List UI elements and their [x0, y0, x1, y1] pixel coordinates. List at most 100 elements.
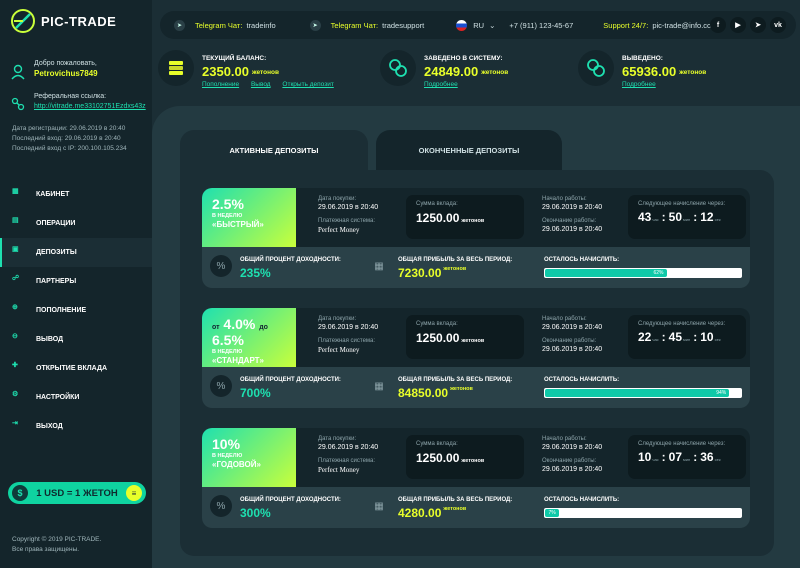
- logo-icon: [11, 9, 35, 33]
- telegram-chat-2[interactable]: ➤ Telegram Чат: tradesupport: [309, 19, 425, 31]
- telegram-social-icon[interactable]: ➤: [750, 17, 766, 33]
- support[interactable]: Support 24/7: pic-trade@info.com: [603, 21, 717, 30]
- withdraw-link[interactable]: Вывод: [250, 81, 271, 88]
- ref-link[interactable]: http://vitrade.me33102751Ezdxs43z: [34, 103, 146, 110]
- coins-stack-icon: ▦: [374, 260, 384, 272]
- plan-period: В НЕДЕЛЮ: [212, 213, 243, 219]
- refill-link[interactable]: Пополнение: [202, 81, 240, 88]
- plan-period: В НЕДЕЛЮ: [212, 349, 243, 355]
- deposited-value: 24849.00 жетонов: [424, 64, 509, 79]
- total-profit-label: ОБЩАЯ ПРИБЫЛЬ ЗА ВЕСЬ ПЕРИОД:: [398, 377, 513, 383]
- welcome-label: Добро пожаловать,: [34, 60, 97, 67]
- end-date: Окончание работы: 29.06.2019 в 20:40: [542, 458, 603, 473]
- facebook-icon[interactable]: f: [710, 17, 726, 33]
- plan-badge: от 4.0% до 6.5% В НЕДЕЛЮ «СТАНДАРТ»: [202, 308, 296, 367]
- youtube-icon[interactable]: ▶: [730, 17, 746, 33]
- sidebar-item-9[interactable]: ⇥ ВЫХОД: [0, 412, 152, 441]
- language-value: RU: [473, 20, 485, 30]
- deposit-sum: Сумма вклада: 1250.00 жетонов: [406, 195, 524, 239]
- sidebar-item-label: ПАРТНЕРЫ: [36, 278, 77, 285]
- telegram-value: tradesupport: [382, 20, 425, 30]
- remaining-label: ОСТАЛОСЬ НАЧИСЛИТЬ:: [544, 377, 620, 383]
- plan-name: «ГОДОВОЙ»: [212, 460, 261, 469]
- purchase-date: Дата покупки: 29.06.2019 в 20:40: [318, 436, 379, 451]
- deposit-sum: Сумма вклада: 1250.00 жетонов: [406, 315, 524, 359]
- deposits-panel: 2.5% В НЕДЕЛЮ «БЫСТРЫЙ» Дата покупки: 29.06.…: [180, 170, 774, 556]
- user-icon: [11, 64, 25, 80]
- remaining-label: ОСТАЛОСЬ НАЧИСЛИТЬ:: [544, 257, 620, 263]
- reg-date: Дата регистрации: 29.06.2019 в 20:40: [12, 125, 126, 132]
- withdraw-icon: ⊖: [12, 333, 18, 340]
- next-accrual: Следующее начисление через: 10 час:07 мин:3…: [628, 435, 746, 479]
- deposit-in-icon: [380, 50, 416, 86]
- sidebar-item-5[interactable]: ⊕ ПОПОЛНЕНИЕ: [0, 296, 152, 325]
- progress-fill: 94%: [545, 389, 730, 397]
- phone-number: +7 (911) 123-45-67: [509, 20, 574, 30]
- cabinet-icon: ▦: [12, 188, 19, 195]
- total-profit-value: 4280.00 жетонов: [398, 506, 467, 520]
- start-date: Начало работы: 29.06.2019 в 20:40: [542, 316, 603, 331]
- plan-badge: 10% В НЕДЕЛЮ «ГОДОВОЙ»: [202, 428, 296, 487]
- phone[interactable]: +7 (911) 123-45-67: [509, 21, 573, 30]
- total-pct-label: ОБЩИЙ ПРОЦЕНТ ДОХОДНОСТИ:: [240, 257, 341, 263]
- deposits-icon: ▣: [12, 246, 19, 253]
- purchase-date: Дата покупки: 29.06.2019 в 20:40: [318, 196, 379, 211]
- total-profit-value: 7230.00 жетонов: [398, 266, 467, 280]
- deposited-more-link[interactable]: Подробнее: [424, 81, 458, 88]
- sidebar-item-4[interactable]: ☍ ПАРТНЕРЫ: [0, 267, 152, 296]
- referral-block: Реферальная ссылка: http://vitrade.me331…: [10, 93, 146, 112]
- start-date: Начало работы: 29.06.2019 в 20:40: [542, 196, 603, 211]
- plan-rate: 2.5%: [212, 196, 244, 212]
- last-login: Последний вход: 29.06.2019 в 20:40: [12, 135, 121, 142]
- progress-bar: 94%: [544, 388, 742, 398]
- progress-fill: 7%: [545, 509, 559, 517]
- sidebar-item-label: ПОПОЛНЕНИЕ: [36, 307, 87, 314]
- end-date: Окончание работы: 29.06.2019 в 20:40: [542, 218, 603, 233]
- support-email: pic-trade@info.com: [652, 20, 718, 30]
- withdrawn-label: ВЫВЕДЕНО:: [622, 55, 663, 62]
- coins-stack-icon: ▦: [374, 500, 384, 512]
- logo[interactable]: PIC-TRADE: [10, 8, 116, 34]
- last-ip: Последний вход с IP: 200.100.105.234: [12, 145, 127, 152]
- tab-finished-deposits[interactable]: ОКОНЧЕННЫЕ ДЕПОЗИТЫ: [376, 130, 562, 170]
- tab-active-deposits[interactable]: АКТИВНЫЕ ДЕПОЗИТЫ: [180, 130, 368, 170]
- logout-icon: ⇥: [12, 420, 18, 427]
- partners-icon: ☍: [12, 275, 20, 282]
- brand-name: PIC-TRADE: [41, 13, 117, 29]
- percent-icon: %: [210, 255, 232, 277]
- ref-label: Реферальная ссылка:: [34, 93, 107, 100]
- telegram-label: Telegram Чат:: [330, 20, 379, 30]
- username: Petrovichus7849: [34, 69, 98, 78]
- sidebar-item-3[interactable]: ▣ ДЕПОЗИТЫ: [0, 238, 152, 267]
- total-pct-label: ОБЩИЙ ПРОЦЕНТ ДОХОДНОСТИ:: [240, 497, 341, 503]
- main-panel: АКТИВНЫЕ ДЕПОЗИТЫ ОКОНЧЕННЫЕ ДЕПОЗИТЫ 2.…: [152, 106, 800, 568]
- sidebar-item-1[interactable]: ▦ КАБИНЕТ: [0, 180, 152, 209]
- sidebar-item-7[interactable]: ✚ ОТКРЫТИЕ ВКЛАДА: [0, 354, 152, 383]
- rate-text: 1 USD = 1 ЖЕТОН: [36, 487, 118, 499]
- sidebar-item-2[interactable]: ▤ ОПЕРАЦИИ: [0, 209, 152, 238]
- copyright-line: Copyright © 2019 PIC-TRADE.: [12, 536, 102, 543]
- sidebar-item-6[interactable]: ⊖ ВЫВОД: [0, 325, 152, 354]
- open-deposit-link[interactable]: Открыть депозит: [282, 81, 334, 88]
- sidebar-item-label: НАСТРОЙКИ: [36, 394, 80, 401]
- vk-icon[interactable]: vk: [770, 17, 786, 33]
- deposit-card: 2.5% В НЕДЕЛЮ «БЫСТРЫЙ» Дата покупки: 29.06.…: [202, 188, 750, 288]
- language-select[interactable]: RU ⌄: [456, 19, 496, 31]
- token-icon: ≡: [126, 485, 142, 501]
- chevron-down-icon: ⌄: [489, 20, 496, 30]
- telegram-icon: ➤: [309, 19, 321, 31]
- coins-stack-icon: ▦: [374, 380, 384, 392]
- telegram-chat-1[interactable]: ➤ Telegram Чат: tradeinfo: [174, 19, 276, 31]
- payment-system: Платежная система: Perfect Money: [318, 338, 376, 354]
- settings-icon: ⚙: [12, 391, 19, 398]
- copyright: Copyright © 2019 PIC-TRADE. Все права за…: [12, 535, 101, 555]
- sidebar-item-8[interactable]: ⚙ НАСТРОЙКИ: [0, 383, 152, 412]
- withdraw-out-icon: [578, 50, 614, 86]
- referral-icon: [11, 97, 25, 111]
- sidebar-item-label: КАБИНЕТ: [36, 191, 70, 198]
- total-profit-label: ОБЩАЯ ПРИБЫЛЬ ЗА ВЕСЬ ПЕРИОД:: [398, 497, 513, 503]
- percent-icon: %: [210, 495, 232, 517]
- withdrawn-more-link[interactable]: Подробнее: [622, 81, 656, 88]
- telegram-value: tradeinfo: [246, 20, 276, 30]
- progress-bar: 7%: [544, 508, 742, 518]
